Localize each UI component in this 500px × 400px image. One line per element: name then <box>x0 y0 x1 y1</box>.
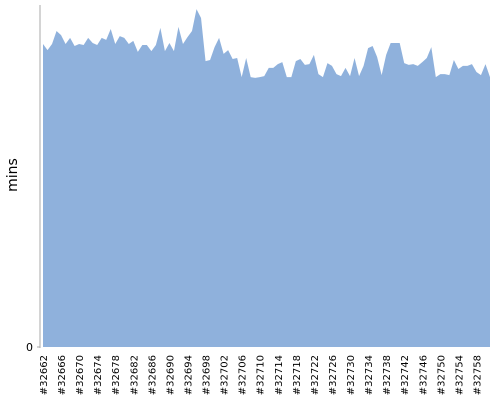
x-tick-label: #32706 <box>238 355 249 395</box>
x-tick-label: #32726 <box>328 355 339 395</box>
x-tick-label: #32690 <box>165 355 176 395</box>
x-tick-label: #32662 <box>39 355 50 395</box>
x-tick-label: #32734 <box>364 355 375 395</box>
x-tick-label: #32682 <box>129 355 140 395</box>
x-tick-label: #32722 <box>310 355 321 395</box>
area <box>43 9 490 347</box>
x-tick-label: #32698 <box>202 355 213 395</box>
y-tick-label: 0 <box>26 341 33 354</box>
x-tick-label: #32738 <box>382 355 393 395</box>
x-tick-label: #32666 <box>57 355 68 395</box>
x-tick-label: #32694 <box>183 355 194 395</box>
x-tick-label: #32674 <box>93 355 104 395</box>
x-tick-label: #32710 <box>256 355 267 395</box>
x-tick-label: #32686 <box>147 355 158 395</box>
x-tick-label: #32742 <box>400 355 411 395</box>
y-axis-label: mins <box>5 158 21 192</box>
x-tick-label: #32718 <box>292 355 303 395</box>
x-tick-label: #32702 <box>220 355 231 395</box>
x-tick-label: #32714 <box>274 355 285 395</box>
x-tick-label: #32670 <box>75 355 86 395</box>
x-tick-label: #32678 <box>111 355 122 395</box>
x-tick-label: #32730 <box>346 355 357 395</box>
x-tick-label: #32750 <box>436 355 447 395</box>
x-tick-label: #32758 <box>472 355 483 395</box>
x-tick-label: #32746 <box>418 355 429 395</box>
x-tick-label: #32754 <box>454 355 465 395</box>
